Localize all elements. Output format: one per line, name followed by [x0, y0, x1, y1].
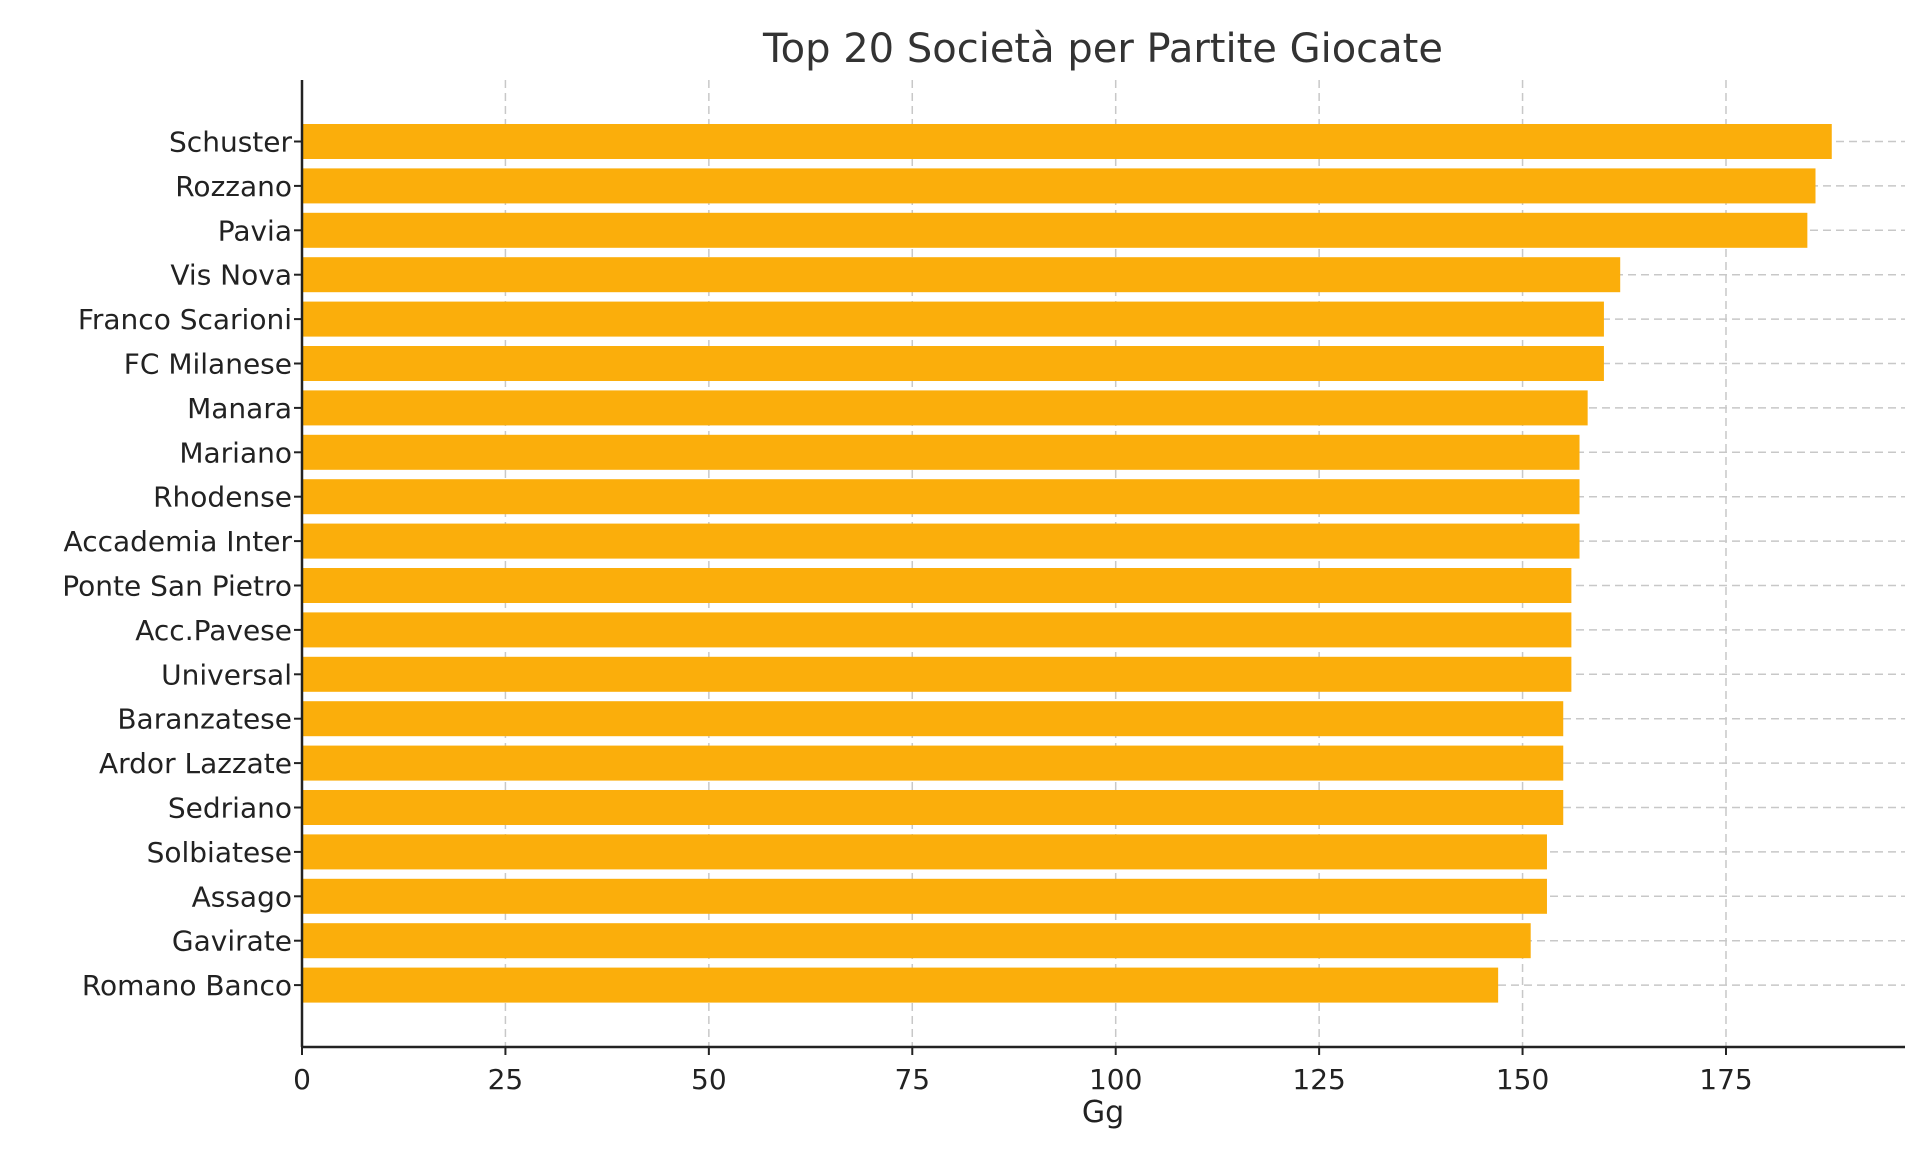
y-tick-label: Solbiatese — [147, 836, 292, 869]
y-tick-label: Universal — [161, 658, 292, 691]
y-tick-label: FC Milanese — [124, 348, 292, 381]
x-tick-label: 100 — [1089, 1063, 1142, 1096]
y-tick-label: Franco Scarioni — [78, 303, 292, 336]
bar — [302, 967, 1499, 1003]
x-tick-label: 0 — [293, 1063, 311, 1096]
y-tick-label: Gavirate — [172, 925, 292, 958]
bar — [302, 923, 1531, 959]
x-tick-label: 150 — [1496, 1063, 1549, 1096]
bar — [302, 346, 1604, 381]
y-tick-label: Manara — [187, 392, 292, 425]
y-tick-label: Accademia Inter — [64, 525, 293, 558]
bars-layer — [302, 124, 1832, 1003]
bar — [302, 434, 1580, 470]
x-tick-label: 75 — [894, 1063, 930, 1096]
bar — [302, 745, 1564, 781]
y-tick-label: Baranzatese — [117, 703, 292, 736]
y-tick-label: Acc.Pavese — [135, 614, 292, 647]
x-tick-label: 125 — [1292, 1063, 1345, 1096]
bar — [302, 612, 1572, 648]
x-axis-label: Gg — [1082, 1095, 1124, 1130]
bar — [302, 301, 1604, 337]
axes-layer — [294, 80, 1905, 1055]
bar — [302, 568, 1572, 603]
x-tick-label: 25 — [488, 1063, 524, 1096]
bar — [302, 656, 1572, 692]
y-tick-label: Mariano — [179, 436, 292, 469]
y-tick-label: Ponte San Pietro — [62, 570, 292, 603]
y-tick-label: Ardor Lazzate — [99, 747, 292, 780]
labels-layer: 0 25 50 75 100 125 150 175 Schuster Rozzano Pavia V… — [62, 126, 1752, 1097]
bar — [302, 878, 1547, 914]
chart-title: Top 20 Società per Partite Giocate — [762, 26, 1443, 72]
bar — [302, 701, 1564, 737]
bar — [302, 523, 1580, 559]
bar — [302, 390, 1588, 426]
y-tick-label: Rhodense — [153, 481, 292, 514]
y-tick-label: Assago — [192, 880, 292, 913]
bar — [302, 790, 1564, 825]
y-tick-label: Sedriano — [168, 792, 292, 825]
bar — [302, 834, 1547, 870]
x-tick-label: 50 — [691, 1063, 727, 1096]
bar — [302, 124, 1832, 159]
bar — [302, 212, 1808, 248]
bar — [302, 479, 1580, 515]
y-tick-label: Vis Nova — [170, 259, 292, 292]
y-tick-label: Pavia — [218, 214, 292, 247]
bar — [302, 257, 1621, 293]
bar — [302, 168, 1816, 204]
y-tick-label: Romano Banco — [82, 969, 292, 1002]
y-tick-label: Rozzano — [175, 170, 292, 203]
x-tick-label: 175 — [1699, 1063, 1752, 1096]
y-tick-label: Schuster — [169, 126, 292, 159]
